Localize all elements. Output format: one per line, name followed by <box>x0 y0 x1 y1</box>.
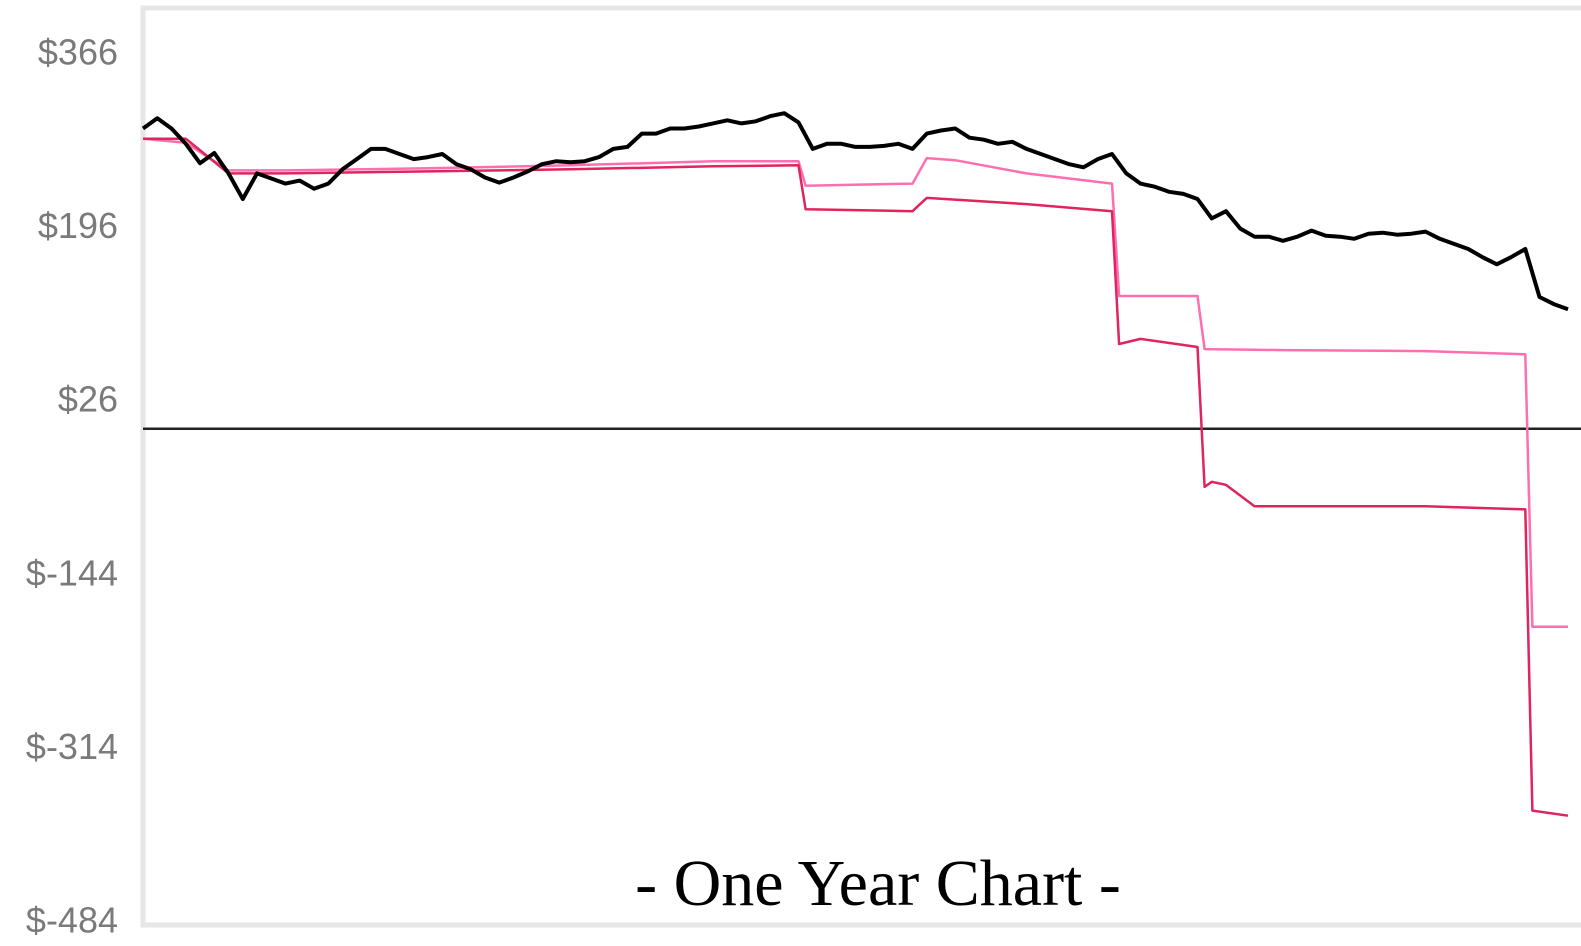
y-tick-label: $26 <box>58 379 118 420</box>
y-tick-label: $366 <box>38 31 118 72</box>
series-line <box>142 137 1568 629</box>
plot-border <box>140 5 1581 928</box>
y-tick-label: $-484 <box>26 899 118 940</box>
y-tick-label: $196 <box>38 205 118 246</box>
y-tick-label: $-144 <box>26 552 118 593</box>
chart-title: - One Year Chart - <box>635 847 1121 920</box>
y-tick-label: $-314 <box>26 726 118 767</box>
series-line <box>143 137 1569 817</box>
series-line <box>141 111 1569 312</box>
